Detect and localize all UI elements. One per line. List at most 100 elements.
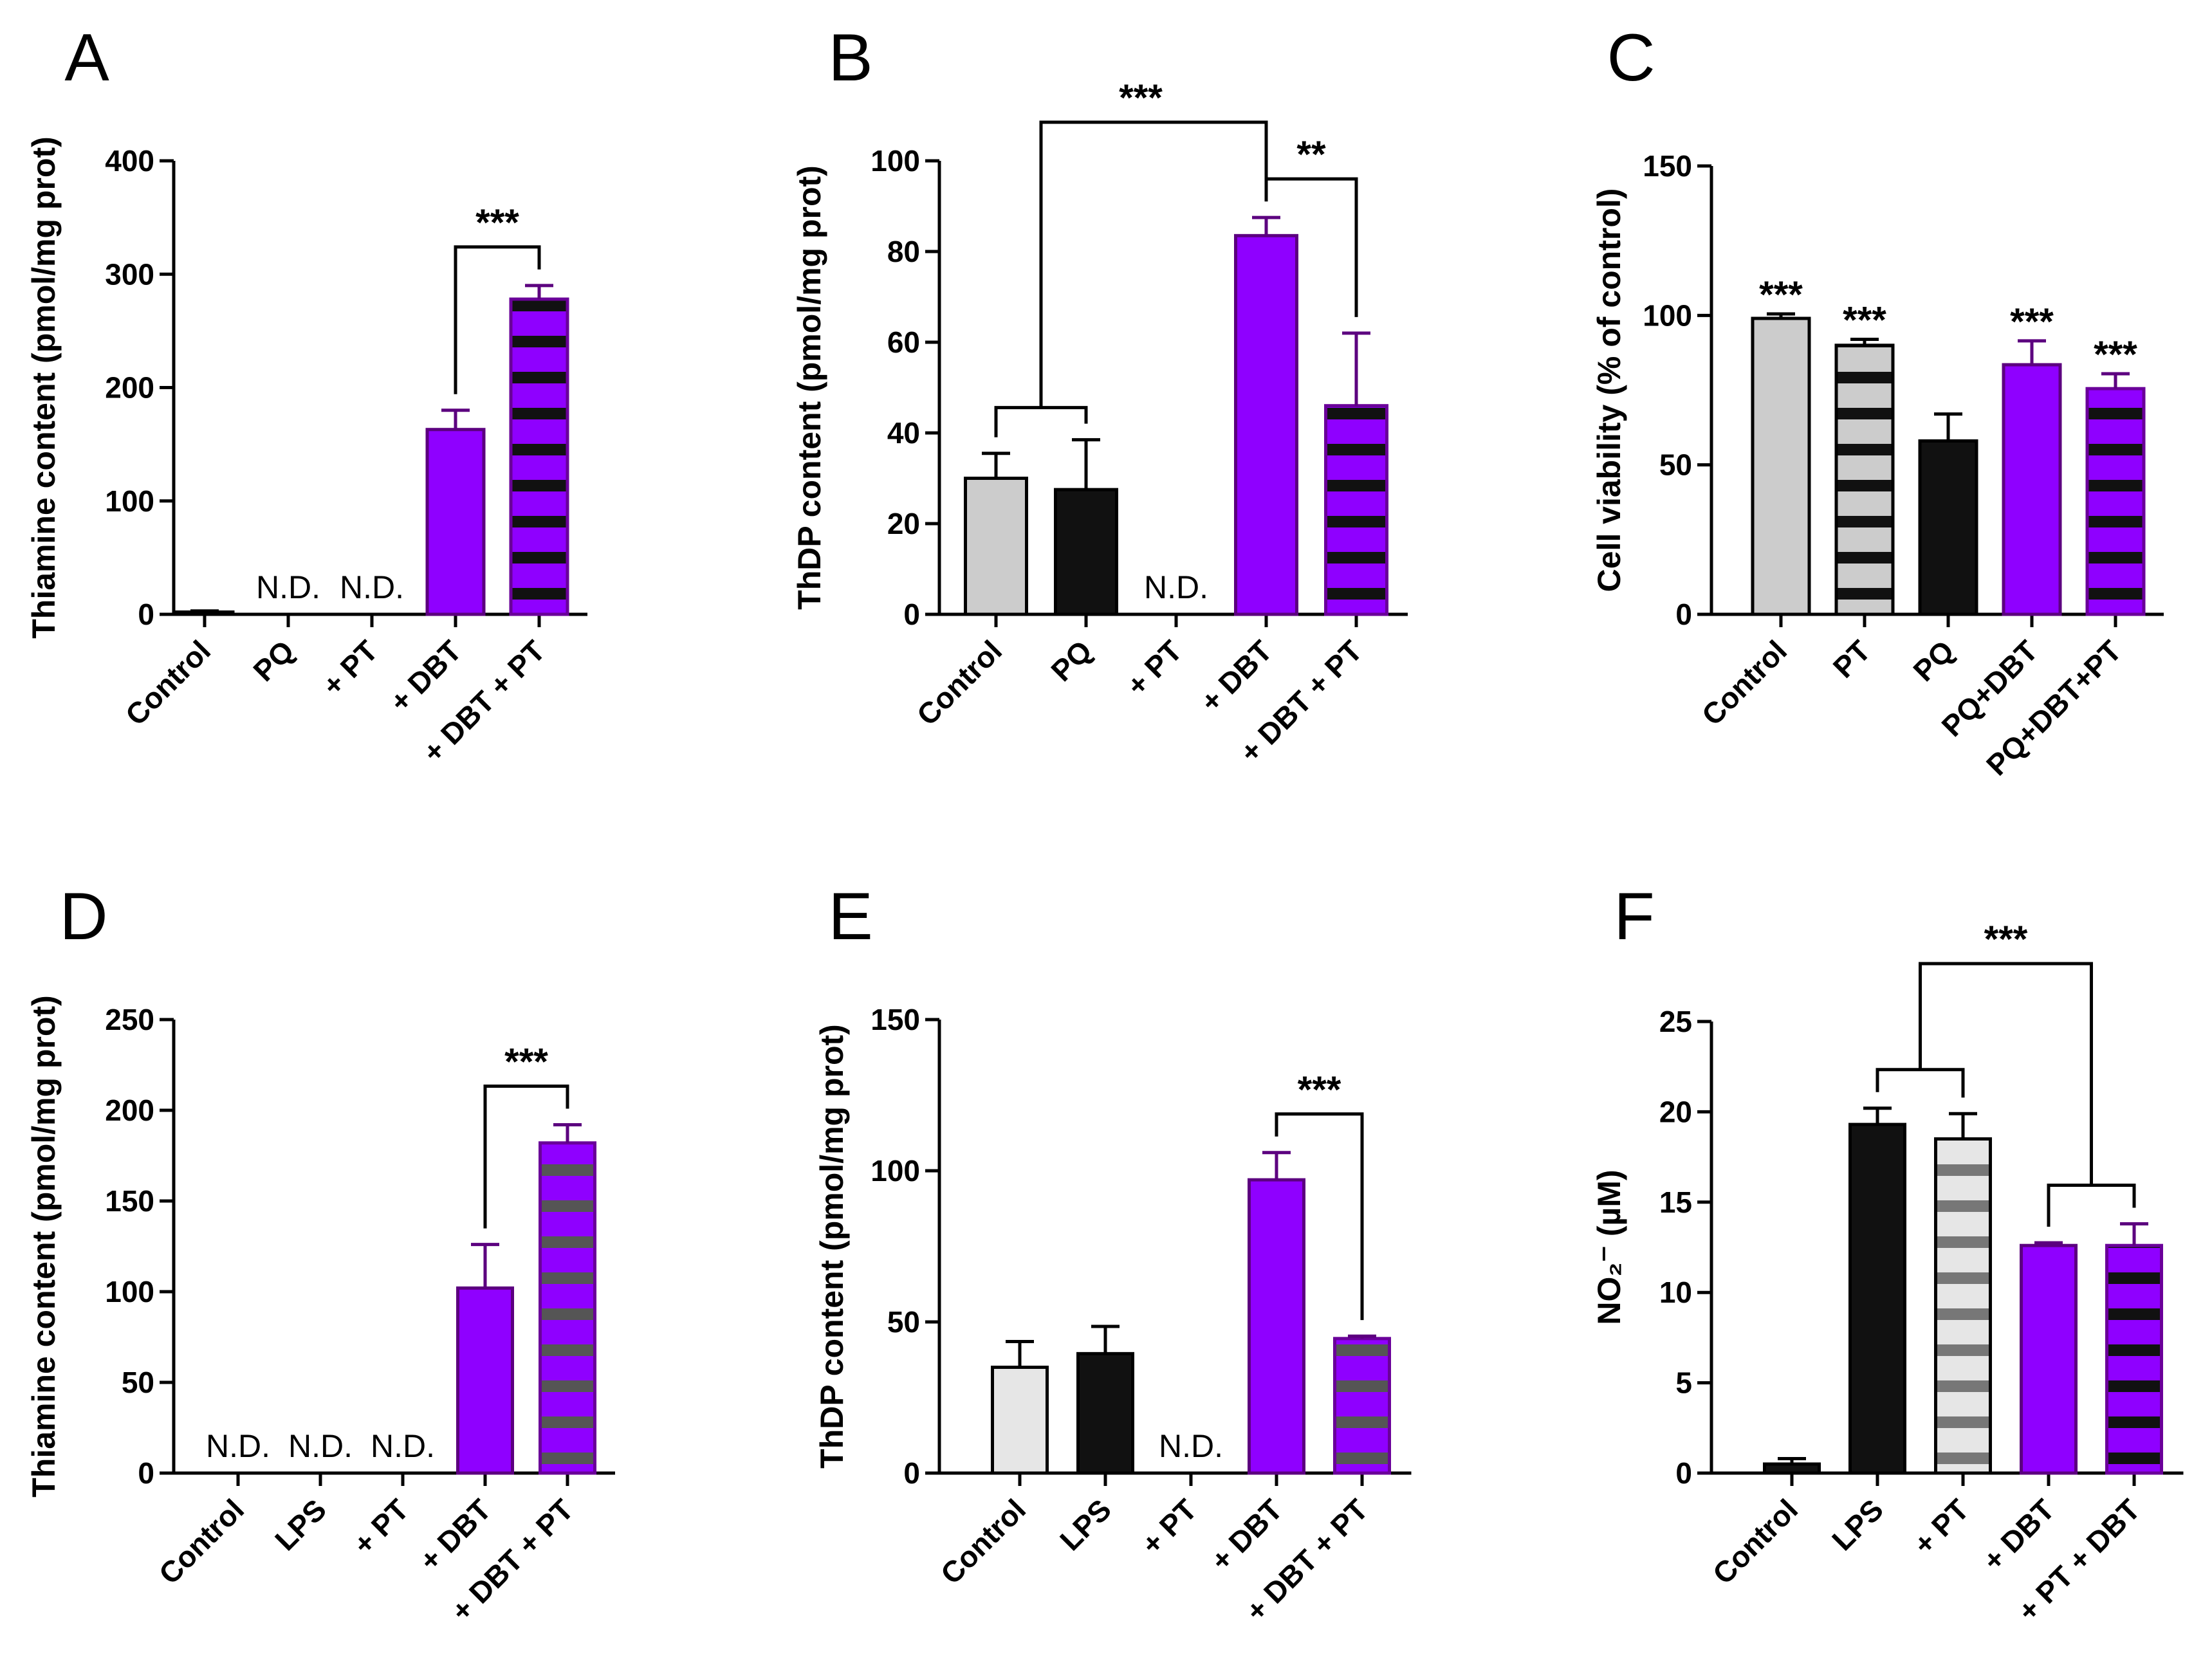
y-tick-label: 0 bbox=[138, 598, 154, 631]
significance-label: *** bbox=[504, 1041, 548, 1083]
x-tick-label: LPS bbox=[1825, 1492, 1890, 1557]
x-tick-label: PT bbox=[1827, 634, 1877, 684]
y-tick-label: 20 bbox=[1659, 1095, 1692, 1128]
y-tick-label: 15 bbox=[1659, 1186, 1692, 1219]
bar bbox=[539, 1141, 596, 1475]
y-tick-label: 0 bbox=[903, 598, 920, 631]
y-tick-label: 300 bbox=[105, 257, 154, 291]
y-tick-label: 20 bbox=[887, 507, 920, 540]
y-tick-label: 100 bbox=[105, 484, 154, 518]
bar bbox=[1918, 439, 1978, 616]
x-tick-label: + DBT bbox=[1204, 1492, 1289, 1577]
x-tick-label: PQ bbox=[246, 634, 300, 688]
x-tick-label: Control bbox=[119, 634, 217, 731]
significance-label: *** bbox=[2010, 301, 2054, 343]
panel-letter: C bbox=[1607, 21, 1655, 95]
y-tick-label: 5 bbox=[1675, 1366, 1692, 1400]
significance-bracket bbox=[994, 406, 1088, 437]
significance-bracket bbox=[2047, 1184, 2136, 1227]
chart-panel-e: E ThDP content (pmol/mg prot) 0 50 100 150 Con… bbox=[814, 879, 1412, 1628]
bar bbox=[1333, 1337, 1391, 1475]
significance-bracket bbox=[1039, 120, 1268, 408]
significance-bracket bbox=[1876, 1068, 1965, 1098]
y-tick-label: 150 bbox=[1643, 149, 1692, 183]
x-tick-label: LPS bbox=[1053, 1492, 1118, 1557]
x-tick-label: PQ bbox=[1044, 634, 1098, 688]
panel-letter: A bbox=[64, 21, 109, 95]
nd-label: N.D. bbox=[371, 1428, 435, 1464]
chart-panel-c: C Cell viability (% of control) 0 50 100 150 C… bbox=[1591, 21, 2164, 782]
nd-label: N.D. bbox=[340, 569, 404, 605]
bar bbox=[1076, 1352, 1134, 1475]
y-tick-label: 0 bbox=[903, 1456, 920, 1490]
bar bbox=[964, 477, 1028, 616]
x-tick-label: Control bbox=[1706, 1492, 1804, 1590]
chart-panel-a: A Thiamine content (pmol/mg prot) 0 100 200 3… bbox=[26, 21, 587, 769]
nd-label: N.D. bbox=[1159, 1428, 1223, 1464]
x-tick-label: Control bbox=[1695, 634, 1793, 731]
bar bbox=[1054, 488, 1118, 616]
x-tick-label: + DBT bbox=[1194, 634, 1278, 719]
y-tick-label: 10 bbox=[1659, 1276, 1692, 1309]
bar bbox=[1848, 1123, 1906, 1475]
y-axis-label: Thiamine content (pmol/mg prot) bbox=[26, 995, 62, 1498]
y-tick-label: 50 bbox=[887, 1305, 920, 1339]
y-tick-label: 100 bbox=[1643, 298, 1692, 332]
y-tick-label: 0 bbox=[1675, 1456, 1692, 1490]
chart-panel-b: B ThDP content (pmol/mg prot) 0 20 40 60 80 100… bbox=[791, 21, 1408, 769]
y-tick-label: 50 bbox=[122, 1366, 154, 1399]
x-tick-label: + PT bbox=[347, 1492, 415, 1561]
bar bbox=[509, 297, 569, 616]
y-tick-label: 100 bbox=[871, 144, 920, 178]
significance-label: *** bbox=[1984, 919, 2028, 960]
x-tick-label: Control bbox=[910, 634, 1008, 731]
nd-label: N.D. bbox=[288, 1428, 353, 1464]
y-tick-label: 0 bbox=[138, 1456, 154, 1490]
bar bbox=[1834, 344, 1895, 616]
significance-label: *** bbox=[1759, 274, 1803, 316]
y-tick-label: 200 bbox=[105, 371, 154, 405]
x-tick-label: + PT bbox=[316, 634, 384, 702]
y-tick-label: 100 bbox=[105, 1275, 154, 1308]
panel-letter: D bbox=[59, 879, 107, 954]
x-tick-label: + PT bbox=[1135, 1492, 1203, 1561]
x-tick-label: + PT bbox=[1907, 1492, 1975, 1561]
bar bbox=[1234, 234, 1298, 616]
y-tick-label: 60 bbox=[887, 325, 920, 359]
nd-label: N.D. bbox=[256, 569, 320, 605]
y-tick-label: 100 bbox=[871, 1154, 920, 1187]
bar bbox=[1324, 404, 1388, 616]
y-axis-label: NO₂⁻ (µM) bbox=[1591, 1169, 1627, 1324]
significance-bracket bbox=[454, 245, 541, 394]
significance-label: *** bbox=[2094, 334, 2137, 376]
y-axis-label: Cell viability (% of control) bbox=[1591, 188, 1627, 592]
panel-letter: E bbox=[828, 879, 872, 954]
panel-letter: B bbox=[828, 21, 872, 95]
x-tick-label: Control bbox=[152, 1492, 250, 1590]
y-tick-label: 150 bbox=[105, 1184, 154, 1218]
x-tick-label: LPS bbox=[268, 1492, 333, 1557]
significance-bracket bbox=[1275, 1112, 1364, 1321]
nd-label: N.D. bbox=[1144, 569, 1208, 605]
y-tick-label: 400 bbox=[105, 144, 154, 178]
bar bbox=[425, 428, 486, 616]
y-tick-label: 40 bbox=[887, 416, 920, 450]
bar bbox=[991, 1366, 1049, 1475]
x-tick-label: + DBT bbox=[1976, 1492, 2061, 1577]
nd-label: N.D. bbox=[206, 1428, 270, 1464]
y-tick-label: 200 bbox=[105, 1094, 154, 1127]
bar bbox=[1934, 1137, 1992, 1475]
significance-bracket bbox=[483, 1085, 569, 1229]
significance-label: ** bbox=[1296, 134, 1326, 176]
panel-letter: F bbox=[1614, 879, 1655, 954]
bar bbox=[2085, 387, 2146, 616]
bar bbox=[1763, 1462, 1821, 1475]
y-tick-label: 25 bbox=[1659, 1005, 1692, 1038]
chart-panel-d: D Thiamine content (pmol/mg prot) 0 50 100 15… bbox=[26, 879, 615, 1628]
significance-bracket bbox=[1264, 177, 1358, 317]
y-axis-label: ThDP content (pmol/mg prot) bbox=[791, 165, 827, 610]
significance-label: *** bbox=[1298, 1069, 1341, 1111]
